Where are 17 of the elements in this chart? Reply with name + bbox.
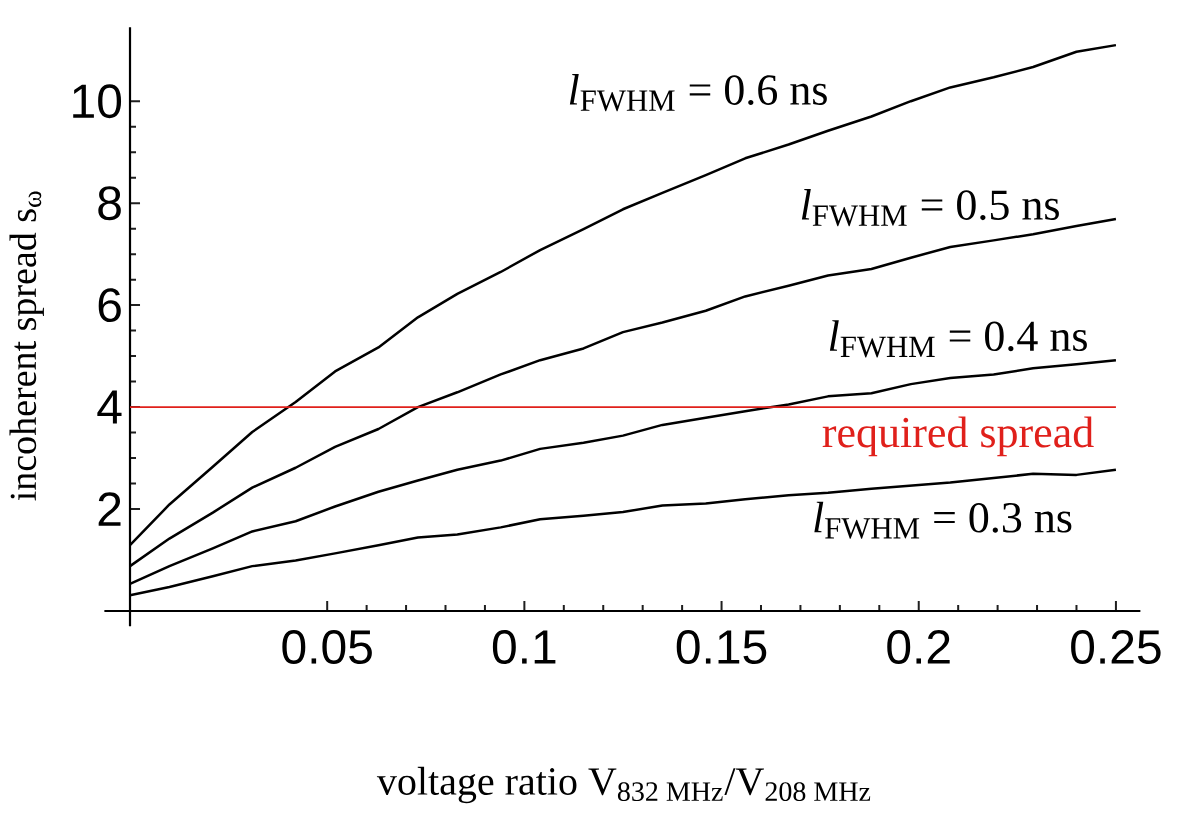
series-label: l$_{FWHM}$ = 0.6 ns bbox=[569, 73, 827, 112]
x-tick-label: 0.25 bbox=[1071, 630, 1161, 665]
x-tick-label: 0.1 bbox=[492, 630, 556, 665]
y-tick-label: 8 bbox=[98, 186, 121, 221]
y-tick-label: 10 bbox=[73, 84, 122, 119]
series-label: l$_{FWHM}$ = 0.4 ns bbox=[829, 320, 1087, 358]
x-tick-label: 0.05 bbox=[282, 630, 372, 665]
y-axis-title: incoherent spread s$_{ω}$ bbox=[9, 191, 44, 501]
y-tick-label: 6 bbox=[98, 288, 121, 323]
series-label: l$_{FWHM}$ = 0.3 ns bbox=[814, 501, 1072, 539]
x-tick-label: 0.2 bbox=[887, 630, 950, 665]
x-tick-label: 0.15 bbox=[676, 630, 767, 665]
y-tick-label: 4 bbox=[97, 390, 122, 424]
ref-line-label: required spread bbox=[822, 416, 1094, 457]
x-axis-title: voltage ratio V$_{832 MHz}$/V$_{208 MHz}$ bbox=[376, 766, 871, 804]
y-tick-label: 2 bbox=[98, 492, 121, 526]
series-label: l$_{FWHM}$ = 0.5 ns bbox=[801, 188, 1059, 227]
